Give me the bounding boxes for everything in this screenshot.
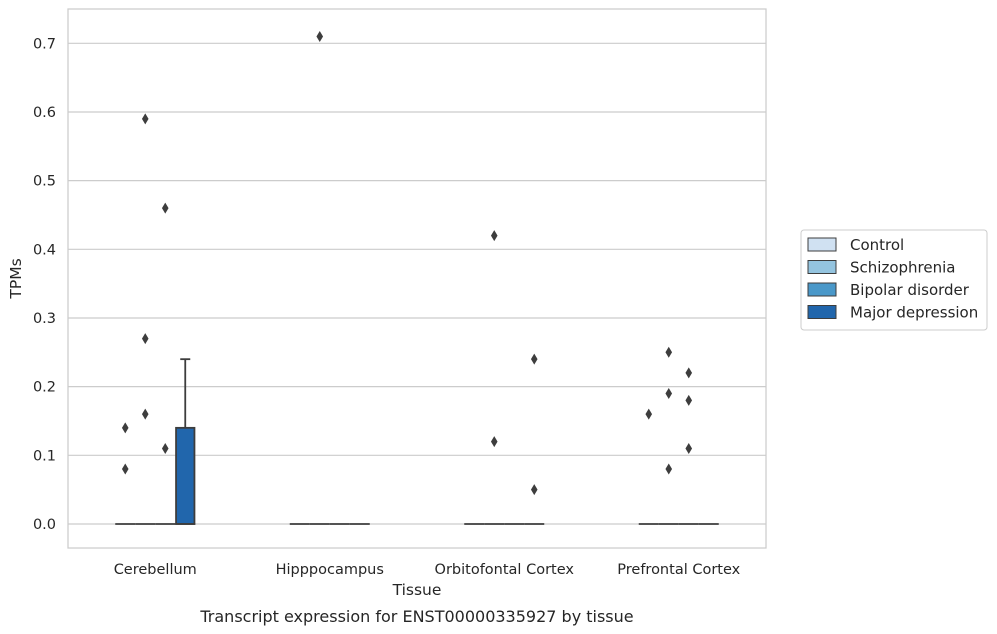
box-group [175,358,196,525]
legend-swatch [807,305,837,319]
outlier-point [490,436,498,448]
box [175,426,196,525]
y-tick-label: 0.2 [33,380,56,396]
outlier-point [685,442,693,454]
box-group [135,113,156,525]
outlier-point [141,408,149,420]
x-tick-label: Cerebellum [114,562,197,578]
y-tick-label: 0.4 [33,242,56,258]
x-axis-label: Tissue [392,581,442,599]
outlier-point [665,388,673,400]
box-group [524,353,545,525]
box-group [638,408,659,525]
x-tick-label: Prefrontal Cortex [617,562,740,578]
outlier-point [645,408,653,420]
legend-swatch [807,260,837,274]
outlier-point [490,230,498,242]
legend-label: Schizophrenia [850,259,955,277]
y-tick-label: 0.1 [33,448,56,464]
y-axis-label: TPMs [7,258,25,299]
outlier-point [316,30,324,42]
legend-item: Control [807,236,904,254]
legend-frame [800,229,988,331]
box-group [115,422,136,525]
outlier-point [665,463,673,475]
box-group [309,30,330,525]
box-group [658,346,679,525]
outlier-point [530,353,538,365]
y-tick-label: 0.3 [33,311,56,327]
y-tick-label: 0.5 [33,174,56,190]
y-tick-label: 0.0 [33,517,56,533]
outlier-point [141,113,149,125]
legend-swatch [807,237,837,252]
legend-label: Control [850,236,904,254]
x-tick-label: Orbitofontal Cortex [435,562,575,578]
plot-frame [67,8,767,549]
outlier-point [141,333,149,345]
legend-label: Major depression [850,304,978,322]
chart-caption: Transcript expression for ENST0000033592… [199,607,633,626]
box-group [484,230,505,525]
outlier-point [121,422,129,434]
outlier-point [121,463,129,475]
box-plot-marks [115,30,719,525]
legend-label: Bipolar disorder [850,281,970,299]
legend: Control Schizophrenia Bipolar disorder Majo… [800,229,988,331]
outlier-point [161,442,169,454]
x-axis-ticks: Cerebellum Hipppocampus Orbitofontal Corte… [114,562,741,578]
outlier-point [530,484,538,496]
y-tick-label: 0.7 [33,36,56,52]
box-group [155,202,176,525]
gridlines [68,42,766,525]
outlier-point [685,367,693,379]
box-group [678,367,699,525]
x-tick-label: Hipppocampus [276,562,384,578]
legend-item: Major depression [807,304,978,322]
outlier-point [665,346,673,358]
y-tick-label: 0.6 [33,105,56,121]
outlier-point [161,202,169,214]
y-axis-ticks: 0.0 0.1 0.2 0.3 0.4 0.5 0.6 0.7 [33,36,56,533]
outlier-point [685,394,693,406]
legend-item: Schizophrenia [807,259,955,277]
legend-item: Bipolar disorder [807,281,970,299]
legend-swatch [807,282,837,297]
